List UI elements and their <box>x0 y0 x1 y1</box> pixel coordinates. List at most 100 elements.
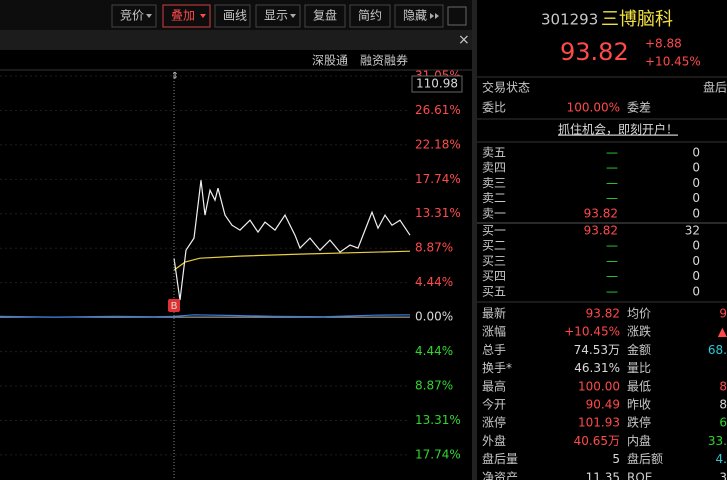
stat-label: 涨跌 <box>627 324 651 339</box>
order-price: — <box>606 269 618 283</box>
order-volume: 0 <box>692 284 700 298</box>
buy-marker-label: B <box>171 301 178 312</box>
y-tick-label: 22.18% <box>415 137 461 151</box>
status-label: 交易状态 <box>482 80 530 95</box>
order-price: — <box>606 161 618 175</box>
stat-value: 100.00 <box>578 379 620 393</box>
stat-value: 8 <box>719 379 727 393</box>
order-label: 卖四 <box>482 161 506 175</box>
price-line <box>173 180 411 301</box>
order-volume: 0 <box>692 269 700 283</box>
order-label: 买二 <box>482 239 506 253</box>
stat-label: ROE <box>627 470 652 480</box>
stat-value: 4. <box>716 452 727 466</box>
toolbar-button[interactable] <box>255 4 301 28</box>
order-volume: 0 <box>692 161 700 175</box>
stat-value: 40.65万 <box>574 434 620 448</box>
button-label: 隐藏 <box>403 9 427 23</box>
stat-label: 涨幅 <box>482 324 506 339</box>
stat-label: 昨收 <box>627 398 651 412</box>
order-volume: 0 <box>692 239 700 253</box>
stat-label: 均价 <box>627 307 651 321</box>
order-volume: 0 <box>692 206 700 220</box>
y-tick-label: 4.44% <box>415 344 453 358</box>
stat-value: 46.31% <box>574 361 620 375</box>
toolbar-button[interactable] <box>214 4 251 28</box>
order-price: 93.82 <box>584 224 618 238</box>
toolbar-button[interactable] <box>394 4 444 28</box>
order-label: 卖五 <box>482 146 506 160</box>
toolbar-button[interactable] <box>349 4 391 28</box>
order-volume: 0 <box>692 146 700 160</box>
value: 100.00% <box>567 101 620 115</box>
splitter <box>472 0 477 480</box>
order-volume: 0 <box>692 176 700 190</box>
order-label: 买三 <box>482 254 506 268</box>
order-label: 买四 <box>482 269 506 283</box>
crosshair-top: ⇕ <box>171 72 179 82</box>
toolbar-button[interactable] <box>162 4 211 28</box>
stat-label: 涨停 <box>482 415 506 430</box>
y-tick-label: 4.44% <box>415 275 453 289</box>
stat-label: 外盘 <box>482 433 506 448</box>
stat-value: ▲ <box>718 325 727 339</box>
stock-price: 93.82 <box>560 38 629 66</box>
order-label: 买一 <box>482 224 506 238</box>
y-tick-label: 13.31% <box>415 206 461 220</box>
average-line <box>173 250 411 271</box>
order-price: 93.82 <box>584 206 618 220</box>
blue-line <box>0 314 411 318</box>
stock-name: 三博脑科 <box>601 9 673 30</box>
stat-value: 8 <box>719 398 727 412</box>
y-tick-label: 8.87% <box>415 241 453 255</box>
button-label: 画线 <box>223 9 247 23</box>
button-label: 复盘 <box>313 8 337 23</box>
button-label: 竞价 <box>120 9 144 23</box>
order-label: 买五 <box>482 284 506 298</box>
dropdown-arrow <box>146 14 152 18</box>
stat-value: +10.45% <box>564 325 620 339</box>
order-label: 卖二 <box>482 191 506 205</box>
stat-label: 净资产 <box>482 470 518 480</box>
order-volume: 0 <box>692 254 700 268</box>
stat-label: 最高 <box>482 378 506 393</box>
stat-label: 总手 <box>482 343 506 357</box>
stat-label: 最低 <box>627 379 651 393</box>
stock-code: 301293 <box>541 11 598 29</box>
expand-arrow <box>430 13 439 19</box>
order-price: — <box>606 191 618 205</box>
stat-value: 101.93 <box>578 416 620 430</box>
button-label: 显示 <box>264 9 288 23</box>
buy-marker <box>168 299 180 312</box>
stat-value: 90.49 <box>586 398 620 412</box>
subbar-link[interactable]: 深股通 <box>312 54 348 68</box>
y-tick-label: 26.61% <box>415 103 461 117</box>
subbar <box>0 30 472 50</box>
order-price: — <box>606 284 618 298</box>
subbar-link[interactable]: 融资融券 <box>360 53 408 68</box>
close-button[interactable]: × <box>458 32 470 48</box>
stat-label: 跌停 <box>627 415 651 430</box>
fullscreen-button[interactable] <box>447 6 467 26</box>
stat-label: 今开 <box>482 397 506 412</box>
y-tick-label: 0.00% <box>415 310 453 324</box>
label: 委差 <box>627 101 651 115</box>
y-tick-label: 13.31% <box>415 413 461 427</box>
order-label: 卖三 <box>482 176 506 190</box>
order-volume: 32 <box>685 224 700 238</box>
change-pct: +10.45% <box>645 55 701 69</box>
toolbar-button[interactable] <box>111 4 157 28</box>
stat-value: 93.82 <box>586 307 620 321</box>
promo-link[interactable]: 抓住机会，即刻开户！ <box>558 122 678 137</box>
stat-value: 74.53万 <box>574 343 620 357</box>
order-price: — <box>606 146 618 160</box>
button-label: 简约 <box>358 8 382 23</box>
toolbar-button[interactable] <box>304 4 346 28</box>
stat-label: 金额 <box>627 342 651 357</box>
stat-label: 盘后量 <box>482 451 518 466</box>
button-label: 叠加 <box>171 9 195 23</box>
order-price: — <box>606 239 618 253</box>
order-label: 卖一 <box>482 206 506 220</box>
